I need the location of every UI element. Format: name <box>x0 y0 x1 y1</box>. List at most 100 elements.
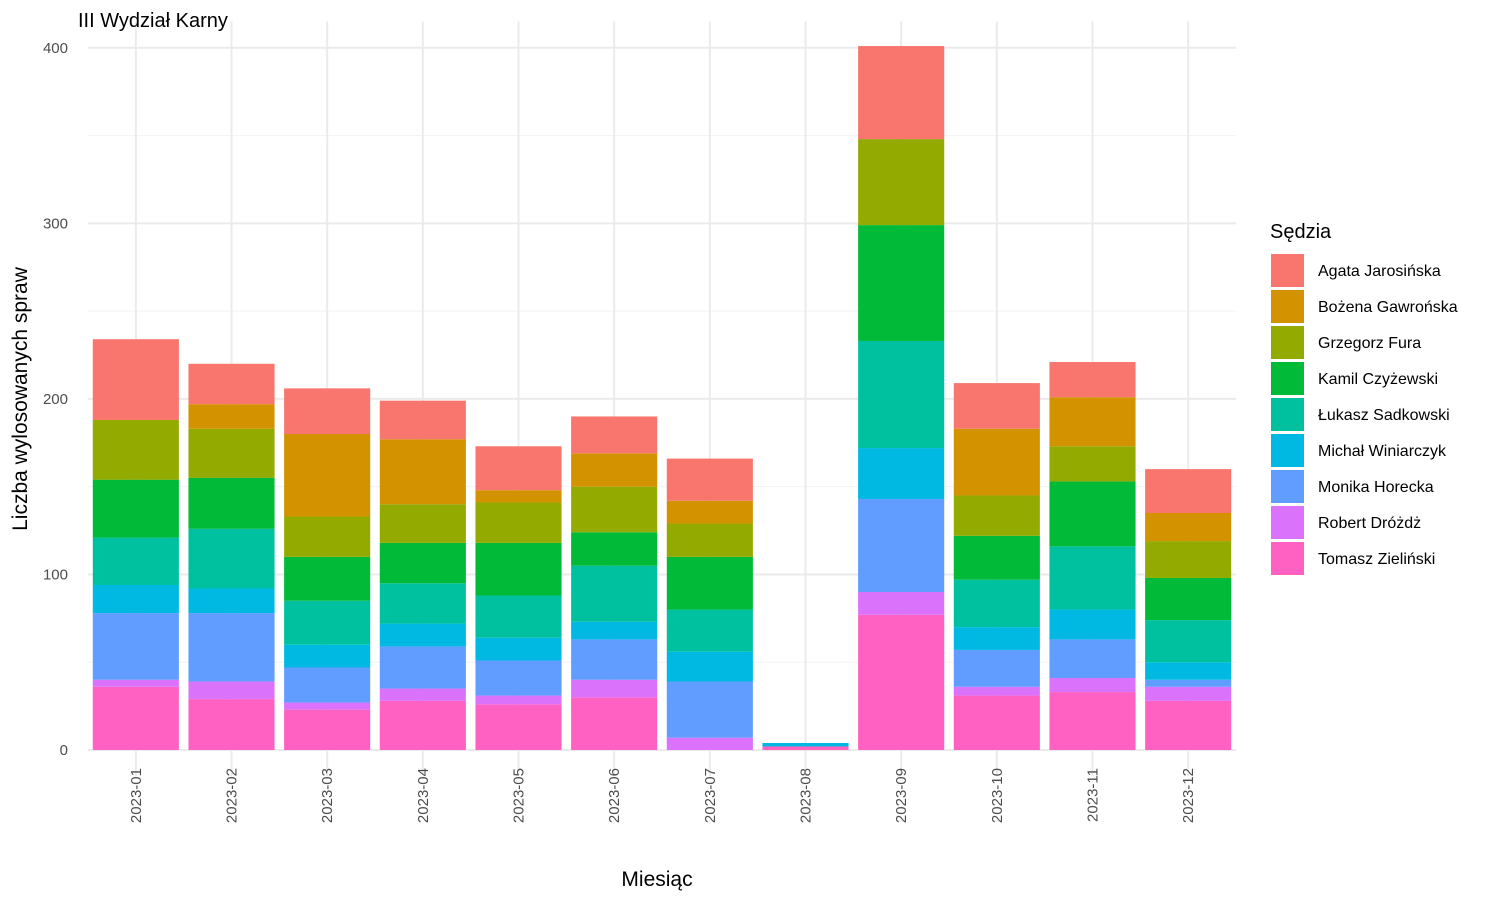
bar-segment <box>1049 397 1136 447</box>
bar-segment <box>1145 513 1232 542</box>
x-tick-label: 2023-08 <box>798 768 815 823</box>
bar-segment <box>953 535 1040 580</box>
bar-segment <box>188 613 275 682</box>
legend-label: Monika Horecka <box>1318 479 1434 496</box>
bar-segment <box>953 695 1040 750</box>
bar-segment <box>188 528 275 589</box>
x-axis-ticks: 2023-01 2023-02 2023-03 2023-04 2023-05 2023-… <box>128 768 1197 823</box>
bar-segment <box>284 556 371 601</box>
bar-segment <box>92 479 179 538</box>
bar-segment <box>284 709 371 750</box>
bar-segment <box>188 363 275 405</box>
bar-segment <box>284 388 371 435</box>
legend-label: Agata Jarosińska <box>1318 263 1441 280</box>
bar-segment <box>953 495 1040 536</box>
bar-segment <box>475 446 562 491</box>
bar-segment <box>379 400 466 440</box>
legend-label: Bożena Gawrońska <box>1318 299 1458 316</box>
legend-label: Michał Winiarczyk <box>1318 443 1447 460</box>
legend-key <box>1271 398 1304 431</box>
bar-segment <box>1145 686 1232 701</box>
bar-segment <box>188 699 275 750</box>
bar-segment <box>188 477 275 529</box>
bar-segment <box>858 592 945 615</box>
x-tick-label: 2023-09 <box>893 768 910 823</box>
bar-segment <box>1049 639 1136 679</box>
bar-segment <box>1145 469 1232 514</box>
bar-segment <box>666 556 753 610</box>
bar-segment <box>1049 546 1136 610</box>
bar-segment <box>953 579 1040 628</box>
x-tick-label: 2023-10 <box>989 768 1006 823</box>
bar-segment <box>92 679 179 687</box>
bar-segment <box>953 627 1040 650</box>
legend-key <box>1271 290 1304 323</box>
bar-segment <box>571 697 658 750</box>
bar-segment <box>284 702 371 710</box>
legend-label: Kamil Czyżewski <box>1318 371 1438 388</box>
bar-segment <box>571 679 658 698</box>
bar-segment <box>1049 446 1136 482</box>
bar-segment <box>188 681 275 700</box>
y-tick-label: 0 <box>60 742 68 759</box>
bar-segment <box>571 639 658 680</box>
bar-segment <box>284 434 371 517</box>
x-tick-label: 2023-11 <box>1085 768 1102 822</box>
bar-segment <box>953 428 1040 496</box>
legend-label: Robert Dróżdż <box>1318 515 1421 532</box>
bar-segment <box>666 458 753 501</box>
bar-segment <box>1049 692 1136 750</box>
bar-segment <box>571 416 658 454</box>
bar-segment <box>571 621 658 640</box>
bar-segment <box>284 644 371 668</box>
y-axis-title: Liczba wylosowanych spraw <box>9 266 32 531</box>
x-tick-label: 2023-01 <box>128 768 145 823</box>
bar-segment <box>1145 620 1232 663</box>
bar-segment <box>188 588 275 614</box>
bar-segment <box>666 500 753 524</box>
bar-segment <box>379 542 466 584</box>
legend-key <box>1271 506 1304 539</box>
x-tick-label: 2023-04 <box>415 768 432 823</box>
bar-segment <box>1145 700 1232 750</box>
bar-segment <box>475 695 562 705</box>
bar-segment <box>379 439 466 505</box>
bar-segment <box>379 504 466 543</box>
legend-label: Grzegorz Fura <box>1318 335 1421 352</box>
bar-segment <box>284 600 371 645</box>
legend-key <box>1271 254 1304 287</box>
bar-segment <box>1145 679 1232 687</box>
bar-segment <box>571 453 658 487</box>
legend-items: Agata Jarosińska Bożena Gawrońska Grzegorz… <box>1271 254 1458 575</box>
bar-segment <box>379 700 466 750</box>
bar-segment <box>1049 609 1136 640</box>
bar-segment <box>666 681 753 738</box>
bar-segment <box>762 742 849 747</box>
bar-segment <box>1049 678 1136 693</box>
bar-segment <box>666 609 753 652</box>
bar-segment <box>188 428 275 478</box>
bar-segment <box>571 565 658 622</box>
bar-segment <box>475 542 562 596</box>
bar-segment <box>92 419 179 480</box>
x-tick-label: 2023-07 <box>702 768 719 823</box>
y-tick-label: 100 <box>43 566 68 583</box>
legend-label: Łukasz Sadkowski <box>1318 407 1450 424</box>
bar-segment <box>762 746 849 750</box>
legend-key <box>1271 470 1304 503</box>
legend-key <box>1271 542 1304 575</box>
bar-segment <box>92 537 179 585</box>
legend-key <box>1271 362 1304 395</box>
bar-segment <box>379 646 466 689</box>
bar-segment <box>858 139 945 226</box>
bar-segment <box>666 737 753 750</box>
bars-layer <box>92 46 1232 750</box>
bar-segment <box>858 46 945 140</box>
x-axis-title: Miesiąc <box>621 868 692 891</box>
bar-segment <box>92 584 179 614</box>
bar-segment <box>92 339 179 420</box>
chart-title: III Wydział Karny <box>78 10 228 32</box>
bar-segment <box>858 448 945 499</box>
bar-segment <box>379 583 466 624</box>
